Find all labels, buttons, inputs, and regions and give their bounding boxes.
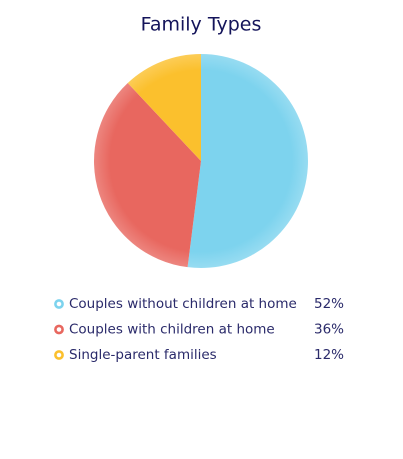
legend-label: Single-parent families: [69, 347, 217, 363]
legend-value: 12%: [314, 347, 344, 363]
legend-marker: [54, 299, 64, 309]
legend-value: 36%: [314, 322, 344, 338]
pie-slice: [93, 83, 201, 268]
legend-marker: [54, 324, 64, 335]
legend-marker: [54, 350, 64, 360]
legend-label: Couples with children at home: [69, 322, 275, 338]
pie-slice: [127, 54, 201, 161]
legend-value: 52%: [314, 296, 344, 312]
legend-label: Couples without children at home: [69, 296, 297, 312]
chart-title: Family Types: [141, 14, 262, 36]
pie-slice: [187, 54, 308, 268]
